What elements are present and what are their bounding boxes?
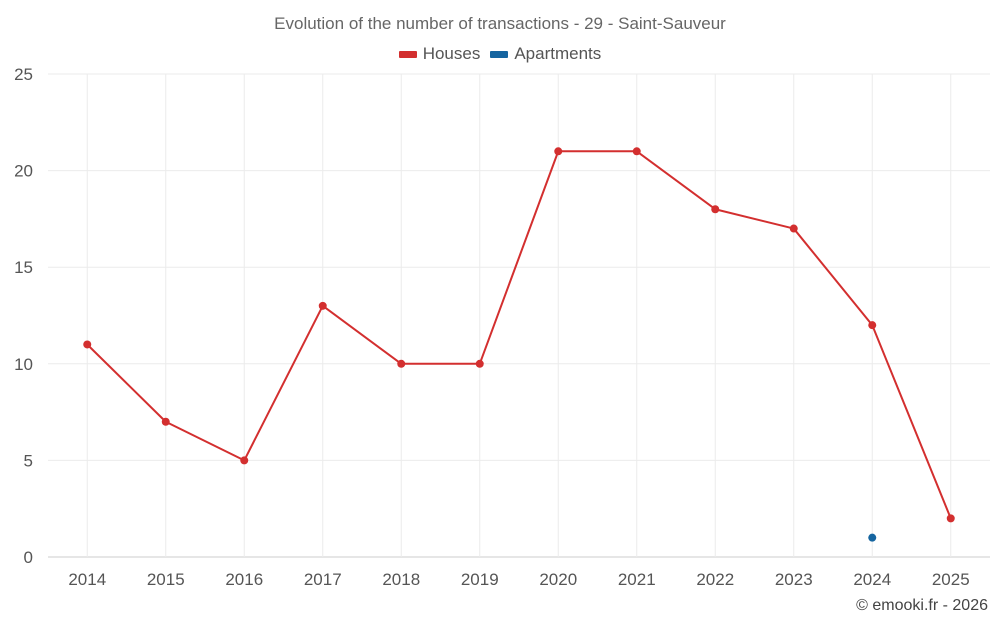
x-tick-label: 2019 [461, 570, 499, 589]
x-tick-label: 2023 [775, 570, 813, 589]
legend-label-houses: Houses [422, 44, 481, 63]
y-tick-label: 15 [14, 258, 33, 277]
data-point-houses-2025 [946, 514, 955, 523]
legend: Houses Apartments [0, 44, 1000, 64]
data-point-houses-2016 [240, 456, 249, 465]
footer-credit: © emooki.fr - 2026 [856, 597, 988, 614]
y-tick-label: 10 [14, 355, 33, 374]
y-tick-label: 5 [24, 451, 33, 470]
x-tick-label: 2021 [618, 570, 656, 589]
data-point-houses-2020 [554, 147, 563, 156]
data-point-houses-2015 [161, 417, 170, 426]
data-point-apartments-2024 [868, 533, 877, 542]
data-point-houses-2014 [83, 340, 92, 349]
legend-item-houses[interactable]: Houses [398, 44, 481, 64]
series-line-houses [86, 150, 952, 519]
x-tick-label: 2020 [539, 570, 577, 589]
y-tick-label: 25 [14, 65, 33, 84]
x-tick-label: 2017 [304, 570, 342, 589]
x-tick-label: 2022 [696, 570, 734, 589]
data-point-houses-2017 [318, 301, 327, 310]
data-point-houses-2023 [789, 224, 798, 233]
legend-item-apartments[interactable]: Apartments [490, 44, 601, 64]
data-point-houses-2022 [711, 205, 720, 214]
data-point-houses-2018 [397, 359, 406, 368]
data-point-houses-2019 [475, 359, 484, 368]
y-tick-label: 20 [14, 162, 33, 181]
data-point-houses-2021 [632, 147, 641, 156]
x-tick-label: 2014 [68, 570, 106, 589]
data-point-houses-2024 [868, 321, 877, 330]
chart-title: Evolution of the number of transactions … [274, 14, 726, 33]
legend-swatch-apartments [490, 50, 509, 58]
y-tick-label: 0 [24, 548, 33, 567]
x-tick-label: 2016 [225, 570, 263, 589]
x-tick-label: 2025 [932, 570, 970, 589]
legend-swatch-houses [398, 50, 417, 58]
x-tick-label: 2015 [147, 570, 185, 589]
x-tick-label: 2018 [382, 570, 420, 589]
legend-label-apartments: Apartments [514, 44, 602, 63]
x-tick-label: 2024 [853, 570, 891, 589]
